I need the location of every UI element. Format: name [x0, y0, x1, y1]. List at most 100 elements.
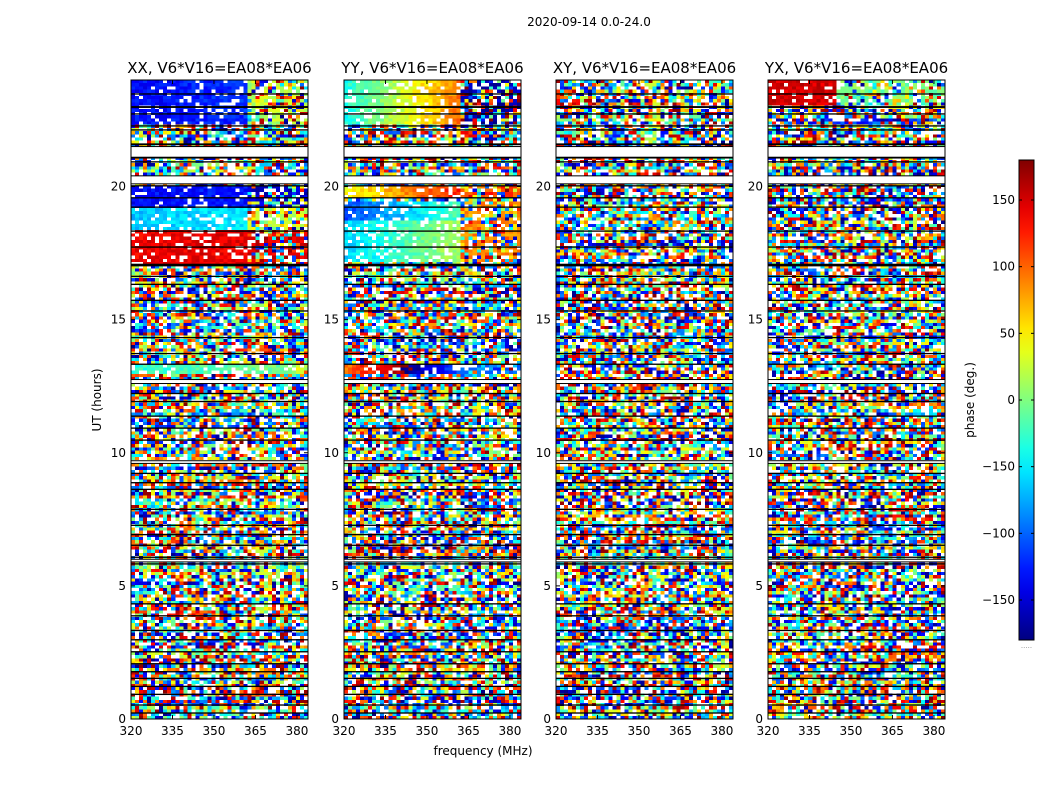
flag-gap-1-32 — [131, 544, 308, 546]
flag-gap-3-23 — [556, 415, 733, 417]
flag-gap-4-11 — [768, 230, 945, 232]
flag-gap-3-3 — [556, 125, 733, 127]
x-tick-label-1-4: 380 — [285, 724, 308, 738]
flag-gap-2-28 — [344, 488, 521, 491]
flag-gap-1-19 — [131, 352, 308, 355]
flag-gap-3-5 — [556, 143, 733, 146]
flag-gap-3-2 — [556, 113, 733, 115]
flag-gap-4-32 — [768, 544, 945, 546]
y-tick-label-4-4: 20 — [748, 180, 763, 194]
flag-gap-2-12 — [344, 246, 521, 248]
y-tick-label-2-2: 10 — [324, 446, 339, 460]
flag-gap-1-34 — [131, 563, 308, 565]
empty-range-3-3 — [555, 460, 734, 464]
x-tick-label-1-3: 365 — [244, 724, 267, 738]
flag-gap-2-7 — [344, 161, 521, 163]
colorbar-tick-label-2: 50 — [1000, 326, 1015, 340]
flag-gap-1-40 — [131, 663, 308, 665]
flag-gap-4-12 — [768, 246, 945, 248]
x-tick-label-2-3: 365 — [457, 724, 480, 738]
flag-gap-1-15 — [131, 283, 308, 286]
y-tick-label-3-2: 10 — [536, 446, 551, 460]
flag-gap-1-3 — [131, 125, 308, 127]
flag-gap-3-16 — [556, 299, 733, 301]
panel-title-4: YX, V6*V16=EA08*EA06 — [764, 59, 948, 77]
flag-gap-2-44 — [344, 693, 521, 696]
empty-range-3-0 — [555, 146, 734, 158]
x-tick-label-2-0: 320 — [333, 724, 356, 738]
empty-range-4-1 — [767, 175, 946, 185]
flag-gap-1-35 — [131, 603, 308, 605]
flag-gap-4-14 — [768, 275, 945, 278]
flag-gap-3-29 — [556, 508, 733, 510]
flag-gap-4-20 — [768, 363, 945, 365]
flag-gap-4-38 — [768, 639, 945, 641]
empty-range-2-4 — [343, 558, 522, 563]
flag-gap-3-9 — [556, 197, 733, 199]
flag-gap-3-35 — [556, 603, 733, 605]
x-tick-label-2-2: 350 — [416, 724, 439, 738]
flag-gap-2-10 — [344, 206, 521, 208]
flag-gap-4-46 — [768, 712, 945, 714]
flag-gap-3-22 — [556, 400, 733, 403]
flag-gap-2-2 — [344, 113, 521, 115]
flag-gap-2-26 — [344, 472, 521, 475]
x-tick-label-4-4: 380 — [922, 724, 945, 738]
flag-gap-3-45 — [556, 704, 733, 706]
flag-gap-2-22 — [344, 400, 521, 403]
flag-gap-1-45 — [131, 704, 308, 706]
flag-gap-2-41 — [344, 671, 521, 673]
flag-gap-3-10 — [556, 206, 733, 208]
flag-gap-1-39 — [131, 651, 308, 653]
flag-gap-3-13 — [556, 263, 733, 267]
flag-gap-1-1 — [131, 106, 308, 108]
flag-gap-1-26 — [131, 472, 308, 475]
flag-gap-4-15 — [768, 283, 945, 286]
flag-gap-4-18 — [768, 336, 945, 339]
flag-gap-2-21 — [344, 392, 521, 395]
flag-gap-3-42 — [556, 677, 733, 680]
flag-gap-1-14 — [131, 275, 308, 278]
flag-gap-2-42 — [344, 677, 521, 680]
y-tick-label-2-3: 15 — [324, 313, 339, 327]
empty-range-1-4 — [130, 558, 309, 563]
flag-gap-1-43 — [131, 685, 308, 688]
flag-gap-4-1 — [768, 106, 945, 108]
flag-gap-1-33 — [131, 556, 308, 558]
flag-gap-4-40 — [768, 663, 945, 665]
x-tick-label-4-3: 365 — [881, 724, 904, 738]
x-axis-label: frequency (MHz) — [433, 744, 532, 758]
flag-gap-2-38 — [344, 639, 521, 641]
flag-gap-1-11 — [131, 230, 308, 232]
flag-gap-3-14 — [556, 275, 733, 278]
flag-gap-2-33 — [344, 556, 521, 558]
x-tick-label-2-1: 335 — [374, 724, 397, 738]
empty-range-4-0 — [767, 146, 946, 158]
panel-frame-2 — [343, 79, 522, 720]
x-tick-label-3-1: 335 — [586, 724, 609, 738]
empty-range-4-3 — [767, 460, 946, 464]
colorbar-tick-label-1: 100 — [992, 260, 1015, 274]
x-tick-label-4-1: 335 — [798, 724, 821, 738]
colorbar-tick-label-4: −150 — [982, 460, 1015, 474]
flag-gap-2-43 — [344, 685, 521, 688]
flag-gap-2-11 — [344, 230, 521, 232]
flag-gap-2-9 — [344, 197, 521, 199]
flag-gap-2-39 — [344, 651, 521, 653]
empty-range-1-1 — [130, 175, 309, 185]
flag-gap-2-37 — [344, 629, 521, 632]
flag-gap-2-40 — [344, 663, 521, 665]
flag-gap-1-46 — [131, 712, 308, 714]
flag-gap-4-29 — [768, 508, 945, 510]
flag-gap-3-46 — [556, 712, 733, 714]
panel-title-3: XY, V6*V16=EA08*EA06 — [553, 59, 736, 77]
flag-gap-4-21 — [768, 392, 945, 395]
flag-gap-1-30 — [131, 524, 308, 526]
empty-range-2-2 — [343, 379, 522, 385]
y-tick-label-2-0: 0 — [331, 712, 339, 726]
panel-frame-1 — [130, 79, 309, 720]
flag-gap-4-31 — [768, 533, 945, 536]
flag-gap-2-30 — [344, 524, 521, 526]
flag-gap-2-5 — [344, 143, 521, 146]
flag-gap-3-43 — [556, 685, 733, 688]
